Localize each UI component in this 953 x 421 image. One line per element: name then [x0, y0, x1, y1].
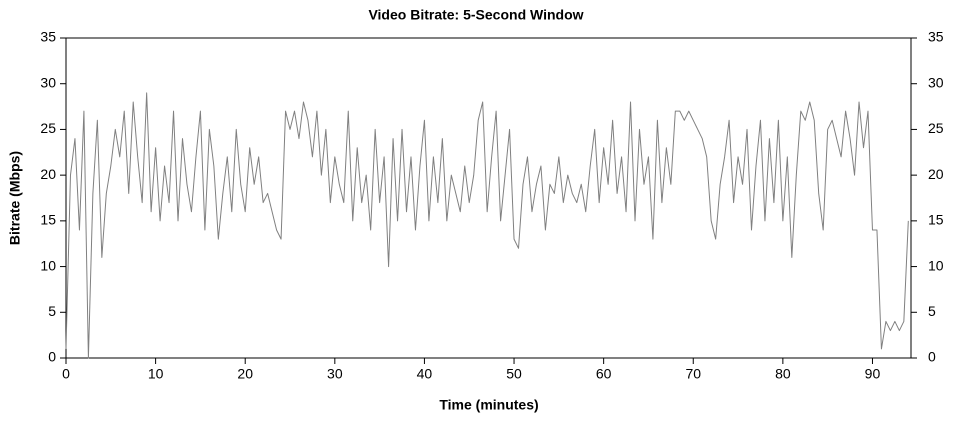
y2-tick-label: 20 — [928, 166, 944, 182]
x-tick-label: 60 — [596, 366, 612, 382]
y-tick-label: 0 — [48, 349, 56, 365]
x-tick-label: 70 — [685, 366, 701, 382]
y-axis-title: Bitrate (Mbps) — [7, 151, 23, 245]
y2-tick-label: 30 — [928, 74, 944, 90]
y2-tick-label: 35 — [928, 29, 944, 45]
y-tick-label: 20 — [40, 166, 56, 182]
x-tick-label: 10 — [148, 366, 164, 382]
x-tick-label: 0 — [62, 366, 70, 382]
y-tick-label: 5 — [48, 303, 56, 319]
x-tick-label: 80 — [775, 366, 791, 382]
y2-tick-label: 15 — [928, 212, 944, 228]
y2-tick-label: 25 — [928, 120, 944, 136]
x-tick-label: 40 — [417, 366, 433, 382]
y-tick-label: 30 — [40, 74, 56, 90]
y2-tick-label: 5 — [928, 303, 936, 319]
plot-frame — [65, 37, 912, 359]
y-tick-label: 35 — [40, 29, 56, 45]
x-axis-title: Time (minutes) — [439, 397, 538, 413]
x-tick-label: 20 — [237, 366, 253, 382]
chart-title: Video Bitrate: 5-Second Window — [368, 7, 583, 23]
x-tick-label: 50 — [506, 366, 522, 382]
x-tick-label: 90 — [865, 366, 881, 382]
y2-tick-label: 0 — [928, 349, 936, 365]
data-line — [65, 92, 909, 359]
y2-tick-label: 10 — [928, 257, 944, 273]
x-tick-label: 30 — [327, 366, 343, 382]
y-tick-label: 25 — [40, 120, 56, 136]
y-tick-label: 15 — [40, 212, 56, 228]
y-tick-label: 10 — [40, 257, 56, 273]
